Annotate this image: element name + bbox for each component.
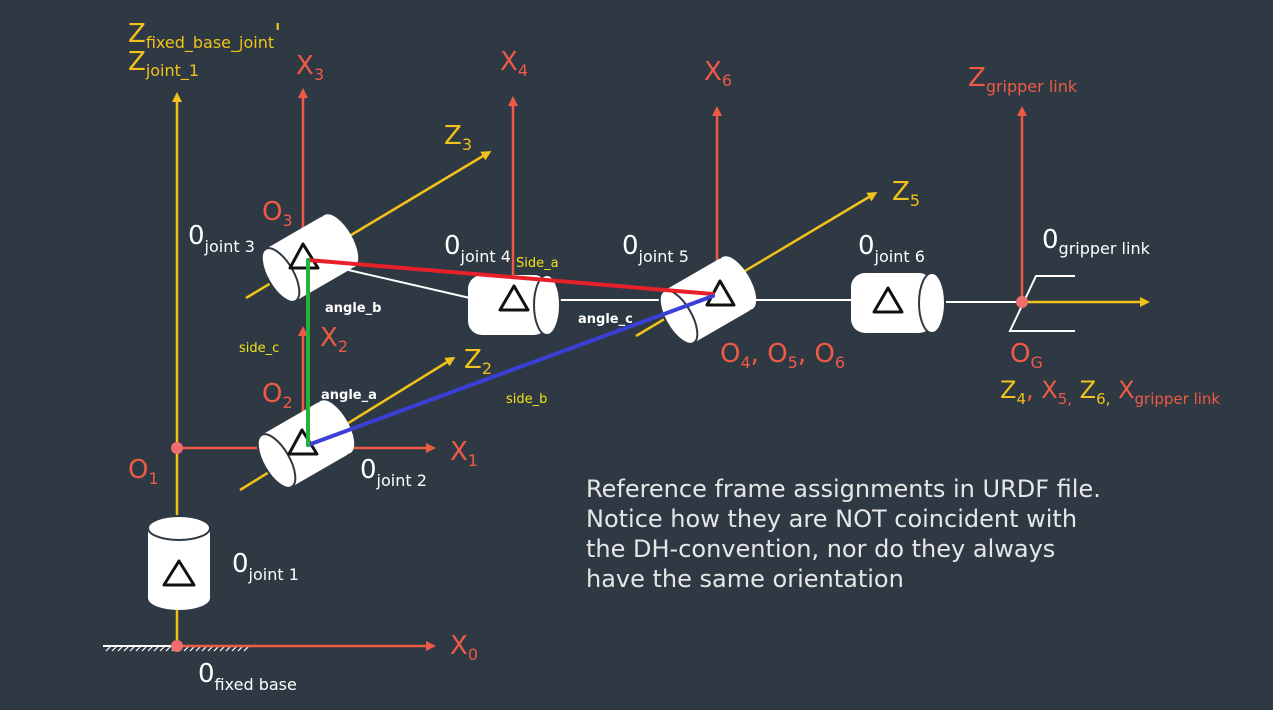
ground-hatch-stroke [153, 645, 160, 652]
triangle-icon [498, 284, 530, 312]
origin-dots [171, 296, 1028, 652]
annotation-side-b: side_b [506, 392, 547, 407]
annotation-angle-a: angle_a [321, 388, 377, 403]
label-part: Z [1000, 376, 1016, 404]
label-frame-joint2: 0joint 2 [360, 455, 427, 490]
label-subscript: gripper link [1135, 390, 1221, 408]
label-frame-fixed-base: 0fixed base [198, 659, 297, 694]
label-frame-joint3: 0joint 3 [188, 221, 255, 256]
label-z-gripper-link: Zgripper link [968, 63, 1078, 96]
label-separator [1110, 376, 1118, 404]
label-o1: O1 [128, 455, 159, 488]
label-part: O [720, 339, 740, 369]
label-z-joint-1: Zjoint_1 [128, 47, 199, 81]
ground-hatch-stroke [159, 645, 166, 652]
origin-dot-icon [171, 640, 183, 652]
label-x0: X0 [450, 631, 478, 664]
ground-hatch-stroke [123, 645, 130, 652]
label-subscript: 5 [788, 353, 798, 372]
ground-hatch-stroke [165, 645, 172, 652]
annotation-angle-c: angle_c [578, 312, 633, 327]
ground-hatch-stroke [117, 645, 124, 652]
caption-line: Notice how they are NOT coincident with [586, 505, 1077, 533]
label-part: O [767, 339, 787, 369]
label-x3: X3 [296, 51, 324, 84]
label-part: X [1041, 376, 1057, 404]
label-z4-x5-z6-xgripper: Z4, X5, Z6, Xgripper link [1000, 376, 1220, 408]
ground-hatch-stroke [105, 645, 112, 652]
label-subscript: 4 [740, 353, 750, 372]
annotation-side-c: side_c [239, 341, 279, 356]
label-z5: Z5 [892, 177, 920, 210]
joint4-cylinder [468, 274, 561, 336]
label-frame-joint6: 0joint 6 [858, 231, 925, 266]
ground-hatch-stroke [135, 645, 142, 652]
caption-line: Reference frame assignments in URDF file… [586, 475, 1101, 503]
label-frame-joint1: 0joint 1 [232, 549, 299, 584]
label-frame-joint5: 0joint 5 [622, 231, 689, 266]
origin-dot-icon [1016, 296, 1028, 308]
label-separator: , [1026, 376, 1041, 404]
label-part: Z [1080, 376, 1096, 404]
label-o3: O3 [262, 197, 293, 230]
label-z3: Z3 [444, 121, 472, 154]
origin-dot-icon [171, 442, 183, 454]
label-subscript: 6 [835, 353, 845, 372]
label-separator [1072, 376, 1080, 404]
ground-hatch-stroke [141, 645, 148, 652]
label-og: OG [1010, 339, 1043, 372]
ground-hatch-stroke [147, 645, 154, 652]
label-part: X [1118, 376, 1134, 404]
label-frame-gripper-link: 0gripper link [1042, 225, 1151, 258]
label-z-fixed-base-joint: Zfixed_base_joint' [128, 19, 281, 53]
label-separator: , [751, 339, 768, 369]
label-subscript: 6, [1096, 390, 1110, 408]
label-frame-joint4: 0joint 4 [444, 231, 511, 266]
joint6-cylinder [851, 272, 946, 334]
triangle-icon [162, 559, 196, 587]
ground-hatch-stroke [111, 645, 118, 652]
label-x6: X6 [704, 57, 732, 90]
label-subscript: 5, [1058, 390, 1072, 408]
caption-line: have the same orientation [586, 565, 904, 593]
ground-hatch-stroke [129, 645, 136, 652]
triangle-icon [288, 242, 320, 270]
side-a-line [306, 258, 715, 296]
z-axes [172, 92, 1150, 646]
annotation-side-a: Side_a [516, 256, 559, 271]
joint5-cylinder [658, 256, 757, 345]
caption-note: Reference frame assignments in URDF file… [586, 475, 1101, 593]
label-z2: Z2 [464, 345, 492, 378]
triangle-icon [872, 286, 904, 314]
label-o4-o5-o6: O4, O5, O6 [720, 339, 845, 372]
label-x4: X4 [500, 47, 528, 80]
caption-line: the DH-convention, nor do they always [586, 535, 1055, 563]
label-part: O [814, 339, 834, 369]
frame-labels: Zfixed_base_joint' Zjoint_1 X3 X4 X6 Zgr… [128, 19, 1220, 694]
label-separator: , [798, 339, 815, 369]
label-x2: X2 [320, 323, 348, 356]
label-subscript: 4 [1016, 390, 1026, 408]
label-o2: O2 [262, 379, 293, 412]
label-x1: X1 [450, 437, 478, 470]
annotation-angle-b: angle_b [325, 301, 381, 316]
ik-triangle [306, 258, 715, 447]
side-b-line [306, 294, 715, 447]
